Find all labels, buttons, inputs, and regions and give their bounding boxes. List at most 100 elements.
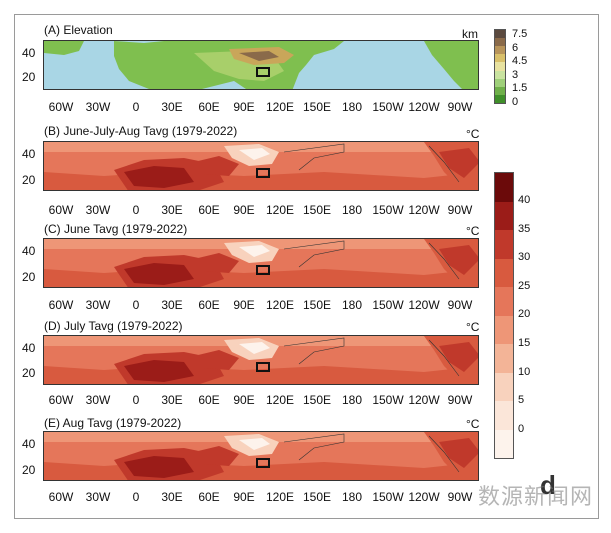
- lon-label: 0: [132, 298, 140, 312]
- lon-label: 120E: [265, 490, 295, 504]
- corner-letter: d: [540, 470, 556, 500]
- lon-label: 180: [341, 298, 363, 312]
- panel-c-title: (C) June Tavg (1979-2022): [44, 222, 188, 236]
- panel-e-unit: °C: [466, 417, 480, 431]
- lon-label: 30E: [161, 393, 183, 407]
- panel-a-unit: km: [462, 27, 478, 41]
- panel-b-unit: °C: [466, 127, 480, 141]
- temperature-colorbar-segment: [495, 173, 513, 202]
- temperature-colorbar-segment: [495, 315, 513, 344]
- temperature-colorbar-tick: 10: [518, 365, 531, 378]
- panel-a-lat-40: 40: [22, 46, 36, 60]
- lon-label: 120E: [265, 100, 295, 114]
- lon-label: 150W: [372, 100, 404, 114]
- elevation-colorbar-segment: [495, 86, 505, 95]
- lon-label: 30W: [85, 393, 111, 407]
- lon-label: 30E: [161, 203, 183, 217]
- aug-temperature-map: [43, 431, 479, 481]
- lon-label: 90E: [233, 490, 255, 504]
- july-temperature-map: [43, 335, 479, 385]
- lon-label: 120W: [408, 490, 440, 504]
- elevation-colorbar-tick: 3: [512, 68, 519, 81]
- lon-label: 90E: [233, 393, 255, 407]
- temperature-colorbar-segment: [495, 429, 513, 458]
- panel-d-title: (D) July Tavg (1979-2022): [44, 319, 183, 333]
- elevation-colorbar-tick: 0: [512, 95, 519, 108]
- lon-label: 60W: [48, 298, 74, 312]
- lon-label: 60E: [198, 490, 220, 504]
- elevation-colorbar-tick: 7.5: [512, 28, 528, 40]
- lon-label: 150W: [372, 490, 404, 504]
- lon-label: 90E: [233, 100, 255, 114]
- temperature-colorbar-tick: 40: [518, 194, 531, 206]
- panel-c-unit: °C: [466, 224, 480, 238]
- lon-label: 60E: [198, 298, 220, 312]
- lon-label: 180: [341, 203, 363, 217]
- lon-label: 60E: [198, 100, 220, 114]
- lon-label: 30E: [161, 298, 183, 312]
- elevation-colorbar-segment: [495, 54, 505, 63]
- watermark-logo: 数源新闻网: [477, 485, 593, 510]
- lon-label: 60W: [48, 490, 74, 504]
- temperature-colorbar-segment: [495, 201, 513, 230]
- lon-label: 30E: [161, 100, 183, 114]
- panel-d-unit: °C: [466, 320, 480, 334]
- lon-label: 90W: [447, 203, 473, 217]
- lon-label: 30W: [85, 100, 111, 114]
- lon-label: 120W: [408, 100, 440, 114]
- lon-label: 60W: [48, 100, 74, 114]
- lon-label: 90W: [447, 298, 473, 312]
- lon-label: 150E: [302, 490, 332, 504]
- temperature-colorbar-tick: 35: [518, 222, 531, 235]
- temperature-colorbar-tick: 15: [518, 337, 531, 349]
- lon-label: 180: [341, 393, 363, 407]
- lon-label: 150E: [302, 100, 332, 114]
- lon-label: 30W: [85, 490, 111, 504]
- elevation-colorbar-segment: [495, 62, 505, 71]
- lon-label: 0: [132, 100, 140, 114]
- lon-label: 180: [341, 490, 363, 504]
- lon-label: 60E: [198, 203, 220, 217]
- figure-frame: [14, 14, 599, 519]
- panel-e-lat-20: 20: [22, 463, 36, 477]
- elevation-colorbar-segment: [495, 70, 505, 79]
- temperature-colorbar-segment: [495, 258, 513, 287]
- temperature-colorbar-tick: 5: [518, 394, 525, 407]
- temperature-colorbar-tick: 20: [518, 308, 531, 321]
- lon-label: 60E: [198, 393, 220, 407]
- lon-label: 120W: [408, 393, 440, 407]
- elevation-colorbar-segment: [495, 78, 505, 87]
- lon-label: 0: [132, 490, 140, 504]
- panel-d-lat-20: 20: [22, 366, 36, 380]
- lon-label: 30W: [85, 203, 111, 217]
- elevation-map: [43, 40, 479, 90]
- lon-label: 150E: [302, 298, 332, 312]
- elevation-colorbar-tick: 4.5: [512, 55, 528, 67]
- elevation-colorbar-tick: 1.5: [512, 82, 528, 94]
- lon-label: 60W: [48, 393, 74, 407]
- temperature-colorbar-segment: [495, 344, 513, 373]
- lon-label: 90E: [233, 298, 255, 312]
- panel-b-title: (B) June-July-Aug Tavg (1979-2022): [44, 124, 238, 138]
- lon-label: 150W: [372, 203, 404, 217]
- lon-label: 150W: [372, 298, 404, 312]
- elevation-colorbar-segment: [495, 46, 505, 55]
- panel-b-lat-40: 40: [22, 147, 36, 161]
- temperature-colorbar-segment: [495, 401, 513, 430]
- lon-label: 90W: [447, 100, 473, 114]
- lon-label: 90W: [447, 490, 473, 504]
- temperature-colorbar: [494, 172, 514, 459]
- lon-label: 120E: [265, 203, 295, 217]
- elevation-colorbar-segment: [495, 38, 505, 47]
- panel-d-lat-40: 40: [22, 341, 36, 355]
- lon-label: 60W: [48, 203, 74, 217]
- elevation-colorbar-tick: 6: [512, 41, 519, 54]
- lon-label: 150E: [302, 393, 332, 407]
- temperature-colorbar-tick: 25: [518, 279, 531, 292]
- lon-label: 120W: [408, 203, 440, 217]
- temperature-colorbar-segment: [495, 287, 513, 316]
- lon-label: 150E: [302, 203, 332, 217]
- elevation-colorbar-segment: [495, 30, 505, 39]
- temperature-colorbar-tick: 30: [518, 251, 531, 264]
- panel-b-lat-20: 20: [22, 173, 36, 187]
